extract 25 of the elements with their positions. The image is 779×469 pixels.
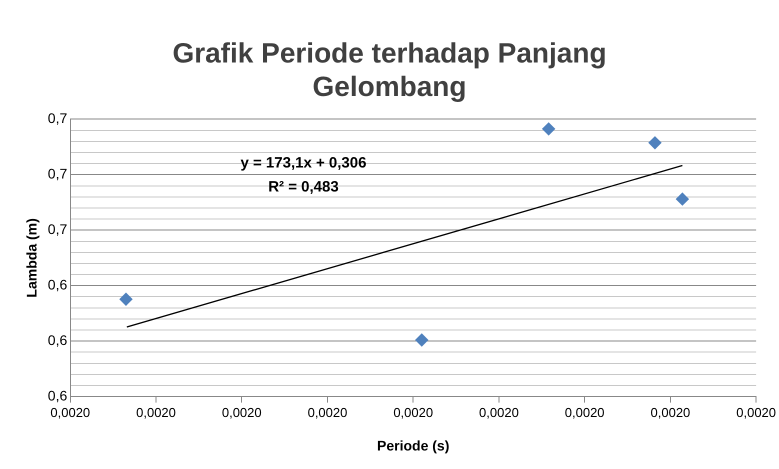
- point: [542, 122, 556, 136]
- x-tick-label: 0,0020: [50, 404, 90, 420]
- x-axis-title: Periode (s): [377, 437, 450, 454]
- x-tick-label: 0,0020: [564, 404, 605, 420]
- x-tick-label: 0,0020: [308, 404, 348, 420]
- x-tick-label: 0,0020: [136, 404, 176, 420]
- x-tick-label: 0,0020: [222, 404, 262, 420]
- y-tick-label: 0,7: [48, 221, 68, 238]
- chart-title: Grafik Periode terhadap Panjang Gelombang: [172, 38, 607, 102]
- y-axis-title: Lambda (m): [23, 218, 40, 298]
- point: [119, 292, 132, 306]
- x-tick-label: 0,0020: [736, 404, 776, 420]
- x-tick-label: 0,0020: [479, 404, 519, 420]
- y-tick-label: 0,7: [48, 166, 68, 182]
- point: [648, 136, 662, 150]
- y-tick-label: 0,6: [48, 332, 68, 348]
- y-tick-label: 0,7: [48, 110, 68, 126]
- annotation: R² = 0,483: [268, 178, 339, 196]
- x-tick-label: 0,0020: [393, 404, 434, 420]
- point: [676, 192, 689, 206]
- annotation: y = 173,1x + 0,306: [240, 154, 366, 172]
- y-tick-label: 0,6: [48, 276, 68, 292]
- y-tick-label: 0,6: [48, 387, 68, 404]
- point: [415, 334, 428, 347]
- x-tick-label: 0,0020: [650, 404, 690, 420]
